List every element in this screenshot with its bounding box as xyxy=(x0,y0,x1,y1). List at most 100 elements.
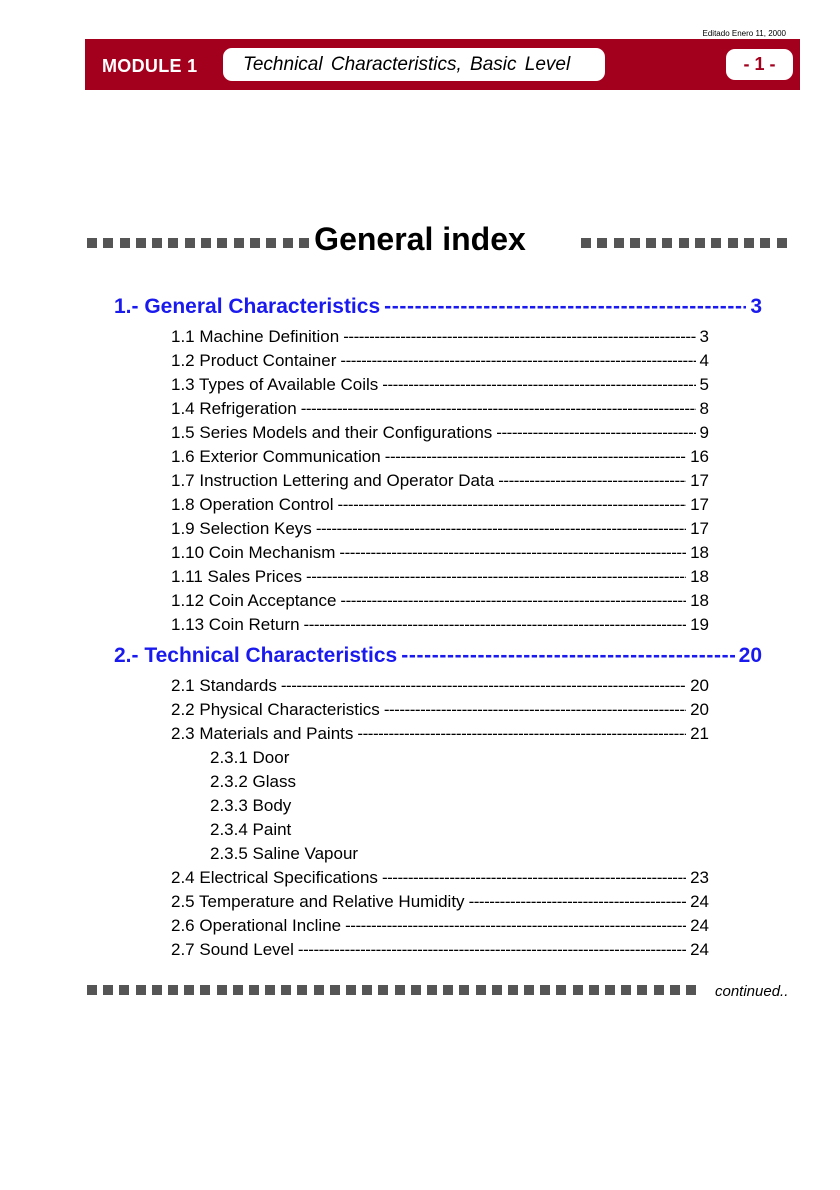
toc-item-page: 20 xyxy=(690,700,709,719)
toc-leader xyxy=(401,644,734,668)
toc-item-page: 18 xyxy=(690,591,709,610)
toc-item: 1.9 Selection Keys 17 xyxy=(171,519,709,539)
toc-leader xyxy=(304,615,687,635)
toc-item-page: 16 xyxy=(690,447,709,466)
toc-leader xyxy=(338,495,687,515)
toc-item: 1.8 Operation Control 17 xyxy=(171,495,709,515)
toc-item-label: 2.2 Physical Characteristics xyxy=(171,700,380,719)
toc-item-label: 2.3 Materials and Paints xyxy=(171,724,354,743)
toc-leader xyxy=(281,676,686,696)
toc-section-label: 1.- General Characteristics xyxy=(114,295,381,318)
toc-item-label: 1.3 Types of Available Coils xyxy=(171,375,379,394)
toc-item-label: 1.1 Machine Definition xyxy=(171,327,340,346)
toc-leader xyxy=(382,375,695,395)
toc-item-label: 1.5 Series Models and their Configuratio… xyxy=(171,423,493,442)
toc-item: 1.12 Coin Acceptance 18 xyxy=(171,591,709,611)
toc-item-label: 2.7 Sound Level xyxy=(171,940,294,959)
toc-section: 1.- General Characteristics 3 xyxy=(114,295,762,319)
toc-leader xyxy=(496,423,695,443)
toc-item-page: 17 xyxy=(690,471,709,490)
module-label: MODULE 1 xyxy=(102,56,198,76)
toc-item-label: 2.5 Temperature and Relative Humidity xyxy=(171,892,465,911)
toc-item-label: 2.1 Standards xyxy=(171,676,277,695)
toc-subitem: 2.3.3 Body xyxy=(210,796,292,815)
toc-item-page: 5 xyxy=(699,375,709,394)
toc-item-label: 1.10 Coin Mechanism xyxy=(171,543,336,562)
toc-item: 1.6 Exterior Communication 16 xyxy=(171,447,709,467)
toc-item-page: 3 xyxy=(699,327,709,346)
toc-item: 2.5 Temperature and Relative Humidity 24 xyxy=(171,892,709,912)
toc-item-label: 1.8 Operation Control xyxy=(171,495,334,514)
continued-note: continued.. xyxy=(715,983,789,1000)
toc-item: 1.7 Instruction Lettering and Operator D… xyxy=(171,471,709,491)
toc-leader xyxy=(345,916,686,936)
toc-item-page: 20 xyxy=(690,676,709,695)
toc-item: 1.5 Series Models and their Configuratio… xyxy=(171,423,709,443)
toc-item-page: 18 xyxy=(690,567,709,586)
toc-item-page: 21 xyxy=(690,724,709,743)
toc-item: 1.11 Sales Prices 18 xyxy=(171,567,709,587)
toc-item: 2.2 Physical Characteristics 20 xyxy=(171,700,709,720)
toc-item-page: 24 xyxy=(690,940,709,959)
toc-item-page: 24 xyxy=(690,892,709,911)
toc-leader xyxy=(298,940,686,960)
toc-leader xyxy=(357,724,686,744)
toc-item-page: 17 xyxy=(690,519,709,538)
toc-item-page: 8 xyxy=(699,399,709,418)
toc-item-label: 1.7 Instruction Lettering and Operator D… xyxy=(171,471,495,490)
edit-date: Editado Enero 11, 2000 xyxy=(702,29,786,38)
toc-item-label: 2.6 Operational Incline xyxy=(171,916,342,935)
toc-item-label: 2.4 Electrical Specifications xyxy=(171,868,378,887)
toc-section-page: 3 xyxy=(750,295,762,318)
toc-leader xyxy=(339,543,686,563)
toc-item-page: 9 xyxy=(699,423,709,442)
page-title: General index xyxy=(314,221,526,257)
toc-item-page: 24 xyxy=(690,916,709,935)
toc-item-label: 1.2 Product Container xyxy=(171,351,337,370)
toc-leader xyxy=(384,700,686,720)
toc-item: 1.2 Product Container 4 xyxy=(171,351,709,371)
toc-leader xyxy=(340,591,686,611)
toc-item-label: 1.9 Selection Keys xyxy=(171,519,312,538)
toc-leader xyxy=(306,567,686,587)
toc-item-page: 19 xyxy=(690,615,709,634)
toc-item: 1.10 Coin Mechanism 18 xyxy=(171,543,709,563)
toc-item: 1.4 Refrigeration 8 xyxy=(171,399,709,419)
toc-leader xyxy=(385,447,686,467)
toc-subitem: 2.3.4 Paint xyxy=(210,820,292,839)
toc-leader xyxy=(498,471,686,491)
toc-item-page: 4 xyxy=(699,351,709,370)
toc-item-label: 1.4 Refrigeration xyxy=(171,399,297,418)
toc-leader xyxy=(340,351,695,371)
toc-item-page: 23 xyxy=(690,868,709,887)
footer-squares xyxy=(87,985,702,997)
module-title-box: Technical Characteristics, Basic Level xyxy=(223,48,605,81)
toc-item: 2.3 Materials and Paints 21 xyxy=(171,724,709,744)
toc-section-label: 2.- Technical Characteristics xyxy=(114,644,398,667)
module-title: Technical Characteristics, Basic Level xyxy=(243,54,571,75)
toc-item-label: 1.6 Exterior Communication xyxy=(171,447,381,466)
toc-item-page: 18 xyxy=(690,543,709,562)
page-number: - 1 - xyxy=(743,54,776,74)
toc-subitem: 2.3.2 Glass xyxy=(210,772,296,791)
toc-subitem: 2.3.5 Saline Vapour xyxy=(210,844,359,863)
toc-section: 2.- Technical Characteristics 20 xyxy=(114,644,762,668)
toc-item-label: 1.12 Coin Acceptance xyxy=(171,591,337,610)
toc-leader xyxy=(343,327,695,347)
toc-item: 2.4 Electrical Specifications 23 xyxy=(171,868,709,888)
toc-item: 1.13 Coin Return 19 xyxy=(171,615,709,635)
toc-item: 2.6 Operational Incline 24 xyxy=(171,916,709,936)
toc-leader xyxy=(469,892,687,912)
toc-item-page: 17 xyxy=(690,495,709,514)
toc-item-label: 1.11 Sales Prices xyxy=(171,567,303,586)
toc-leader xyxy=(301,399,696,419)
heading-squares-left xyxy=(87,238,315,250)
toc-subitem: 2.3.1 Door xyxy=(210,748,290,767)
toc-item: 2.7 Sound Level 24 xyxy=(171,940,709,960)
toc-section-page: 20 xyxy=(738,644,762,667)
heading-squares-right xyxy=(581,238,793,250)
toc-leader xyxy=(382,868,686,888)
toc-item: 2.1 Standards 20 xyxy=(171,676,709,696)
toc-item: 1.1 Machine Definition 3 xyxy=(171,327,709,347)
toc-leader xyxy=(316,519,686,539)
